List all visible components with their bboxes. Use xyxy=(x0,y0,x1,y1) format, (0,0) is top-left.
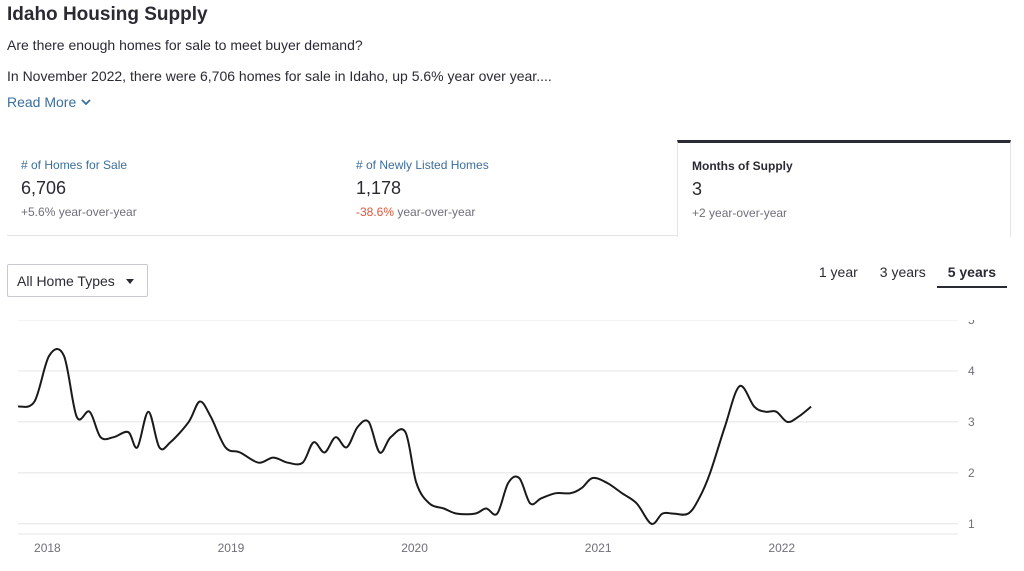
time-range-tabs: 1 year 3 years 5 years xyxy=(808,264,1007,288)
series-line xyxy=(17,347,812,525)
y-tick-label: 3 xyxy=(968,415,975,429)
read-more-label: Read More xyxy=(7,94,77,110)
tab-3-years[interactable]: 3 years xyxy=(879,264,926,280)
summary-text: In November 2022, there were 6,706 homes… xyxy=(7,68,552,84)
metric-cards: # of Homes for Sale 6,706 +5.6% year-ove… xyxy=(7,140,1011,237)
change-suffix: year-over-year xyxy=(394,205,476,219)
tab-1-year[interactable]: 1 year xyxy=(818,264,858,280)
card-change: +2 year-over-year xyxy=(692,206,996,220)
page-title: Idaho Housing Supply xyxy=(7,4,208,25)
caret-down-icon xyxy=(126,279,134,284)
y-tick-label: 4 xyxy=(968,364,975,378)
home-type-selected: All Home Types xyxy=(17,272,115,289)
x-tick-label: 2019 xyxy=(218,541,245,555)
card-label: # of Homes for Sale xyxy=(21,158,128,172)
x-tick-label: 2021 xyxy=(585,541,612,555)
card-value: 1,178 xyxy=(356,178,402,198)
card-change: +5.6% year-over-year xyxy=(21,205,328,219)
card-value: 3 xyxy=(692,179,703,199)
card-newly-listed[interactable]: # of Newly Listed Homes 1,178 -38.6% yea… xyxy=(342,140,677,236)
change-value: +2 xyxy=(692,206,706,220)
x-tick-label: 2020 xyxy=(401,541,428,555)
card-months-of-supply[interactable]: Months of Supply 3 +2 year-over-year xyxy=(677,140,1011,237)
x-tick-label: 2022 xyxy=(768,541,795,555)
y-tick-label: 5 xyxy=(968,320,975,327)
change-value: -38.6% xyxy=(356,205,395,219)
home-type-dropdown[interactable]: All Home Types xyxy=(7,264,148,297)
change-suffix: year-over-year xyxy=(55,205,137,219)
change-value: +5.6% xyxy=(21,205,56,219)
page-subtitle: Are there enough homes for sale to meet … xyxy=(7,37,363,53)
tab-5-years[interactable]: 5 years xyxy=(936,264,1007,288)
chevron-down-icon xyxy=(81,99,91,106)
card-label: Months of Supply xyxy=(692,159,793,173)
card-change: -38.6% year-over-year xyxy=(356,205,663,219)
y-tick-label: 1 xyxy=(968,517,975,531)
months-of-supply-chart: 1 2 3 4 5 2018 2019 2020 2021 2022 xyxy=(17,320,975,555)
card-label: # of Newly Listed Homes xyxy=(356,158,489,172)
card-value: 6,706 xyxy=(21,178,67,198)
x-tick-label: 2018 xyxy=(34,541,61,555)
card-homes-for-sale[interactable]: # of Homes for Sale 6,706 +5.6% year-ove… xyxy=(7,140,342,236)
y-tick-label: 2 xyxy=(968,466,975,480)
read-more-link[interactable]: Read More xyxy=(7,94,92,110)
change-suffix: year-over-year xyxy=(705,206,788,220)
